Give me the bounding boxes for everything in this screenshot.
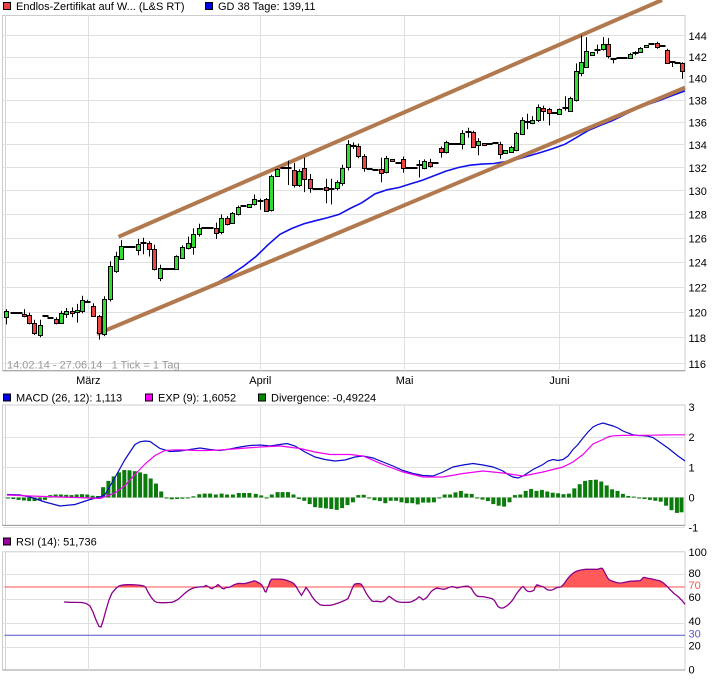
svg-text:MACD (26, 12): 1,113: MACD (26, 12): 1,113 [16, 393, 122, 405]
svg-text:Juni: Juni [549, 375, 569, 387]
svg-text:Endlos-Zertifikat auf W... (L&: Endlos-Zertifikat auf W... (L&S RT) [16, 1, 185, 13]
svg-text:EXP (9): 1,6052: EXP (9): 1,6052 [158, 393, 236, 405]
svg-text:3: 3 [689, 402, 695, 414]
svg-text:Mai: Mai [396, 375, 414, 387]
svg-text:GD 38 Tage: 139,11: GD 38 Tage: 139,11 [218, 1, 315, 13]
svg-text:14.02.14 - 27.06.14 1 Tick =: 14.02.14 - 27.06.14 1 Tick = 1 Tag [7, 360, 180, 372]
svg-text:136: 136 [689, 118, 707, 130]
svg-text:70: 70 [689, 580, 701, 592]
svg-text:20: 20 [689, 640, 701, 652]
svg-text:2: 2 [689, 432, 695, 444]
svg-text:80: 80 [689, 568, 701, 580]
svg-text:120: 120 [689, 307, 707, 319]
svg-text:144: 144 [689, 31, 707, 43]
svg-text:122: 122 [689, 282, 707, 294]
svg-text:RSI (14): 51,736: RSI (14): 51,736 [16, 537, 97, 549]
svg-text:132: 132 [689, 163, 707, 175]
svg-text:126: 126 [689, 233, 707, 245]
svg-text:Divergence: -0,49224: Divergence: -0,49224 [271, 393, 376, 405]
svg-text:142: 142 [689, 52, 707, 64]
svg-text:134: 134 [689, 140, 707, 152]
svg-text:130: 130 [689, 186, 707, 198]
svg-text:40: 40 [689, 616, 701, 628]
svg-text:140: 140 [689, 74, 707, 86]
svg-text:April: April [249, 375, 271, 387]
svg-text:100: 100 [689, 547, 707, 559]
svg-text:124: 124 [689, 258, 707, 270]
svg-text:138: 138 [689, 95, 707, 107]
svg-text:118: 118 [689, 333, 707, 345]
svg-text:März: März [76, 375, 100, 387]
svg-text:1: 1 [689, 462, 695, 474]
svg-text:-1: -1 [689, 522, 699, 534]
svg-text:60: 60 [689, 592, 701, 604]
svg-text:0: 0 [689, 665, 695, 677]
svg-text:0: 0 [689, 493, 695, 505]
svg-text:128: 128 [689, 210, 707, 222]
svg-text:30: 30 [689, 628, 701, 640]
svg-text:116: 116 [689, 359, 707, 371]
